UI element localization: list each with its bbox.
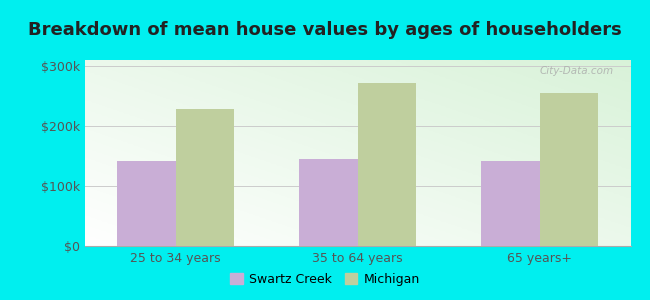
Legend: Swartz Creek, Michigan: Swartz Creek, Michigan	[226, 268, 424, 291]
Bar	[481, 161, 540, 246]
Text: Breakdown of mean house values by ages of householders: Breakdown of mean house values by ages o…	[28, 21, 622, 39]
Bar	[299, 159, 358, 246]
Bar	[176, 109, 234, 246]
Text: City-Data.com: City-Data.com	[540, 66, 614, 76]
Bar	[117, 161, 176, 246]
Bar	[358, 83, 416, 246]
Bar	[540, 93, 598, 246]
